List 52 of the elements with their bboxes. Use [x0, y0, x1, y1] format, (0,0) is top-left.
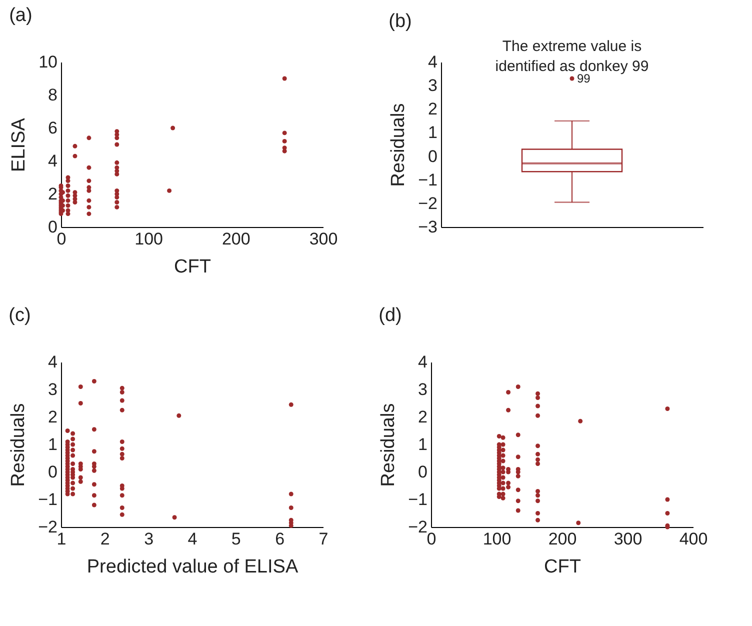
- x-tick-label: 300: [614, 530, 642, 548]
- y-tick-label: −2: [418, 194, 438, 213]
- y-axis-title: Residuals: [378, 403, 400, 487]
- x-tick-label: 200: [548, 530, 577, 548]
- chart-title: (d): [378, 305, 402, 326]
- x-tick-label: 2: [100, 530, 110, 548]
- y-tick-label: 3: [428, 76, 438, 96]
- y-tick-label: 1: [428, 123, 438, 142]
- y-tick-label: 3: [418, 380, 428, 399]
- x-axis-title: CFT: [174, 256, 212, 278]
- y-axis-title: Residuals: [8, 403, 30, 487]
- y-tick-label: 2: [428, 100, 438, 119]
- y-tick-label: 1: [48, 435, 58, 454]
- y-tick-label: 4: [48, 352, 58, 372]
- chart-title: (c): [8, 305, 31, 326]
- x-axis-title: Predicted value of ELISA: [86, 556, 298, 578]
- y-tick-label: −1: [418, 170, 438, 190]
- y-tick-label: 2: [48, 184, 58, 204]
- x-tick-label: 400: [679, 530, 708, 548]
- x-axis-title: CFT: [544, 556, 582, 578]
- x-tick-label: 3: [144, 530, 154, 548]
- x-tick-label: 200: [222, 230, 250, 248]
- y-tick-label: 2: [48, 408, 58, 426]
- y-tick-label: −2: [38, 518, 58, 536]
- x-tick-label: 300: [309, 230, 338, 248]
- y-tick-label: 4: [428, 52, 438, 72]
- y-tick-label: 2: [418, 408, 428, 426]
- y-tick-label: 0: [418, 462, 428, 482]
- y-tick-label: 3: [48, 380, 58, 399]
- y-tick-label: 0: [428, 146, 438, 166]
- chart-title: (b): [388, 11, 412, 32]
- x-tick-label: 5: [231, 530, 241, 548]
- y-tick-label: −3: [418, 218, 438, 236]
- y-tick-label: 0: [48, 462, 58, 482]
- y-tick-label: 10: [38, 52, 58, 72]
- y-axis-title: ELISA: [8, 118, 30, 172]
- y-tick-label: −2: [408, 518, 428, 536]
- x-tick-label: 100: [482, 530, 512, 548]
- y-tick-label: 0: [48, 218, 58, 236]
- x-tick-label: 100: [134, 230, 164, 248]
- y-tick-label: −1: [38, 490, 58, 509]
- y-tick-label: 8: [48, 86, 58, 104]
- y-axis-title: Residuals: [388, 103, 410, 187]
- chart-title: (a): [9, 5, 32, 26]
- y-tick-label: 4: [48, 152, 58, 170]
- y-tick-label: 1: [418, 435, 428, 454]
- x-tick-label: 6: [275, 530, 285, 548]
- y-tick-label: −1: [408, 490, 428, 509]
- x-tick-label: 4: [188, 530, 198, 548]
- y-tick-label: 6: [48, 118, 58, 138]
- y-tick-label: 4: [418, 352, 428, 372]
- x-tick-label: 7: [318, 530, 328, 548]
